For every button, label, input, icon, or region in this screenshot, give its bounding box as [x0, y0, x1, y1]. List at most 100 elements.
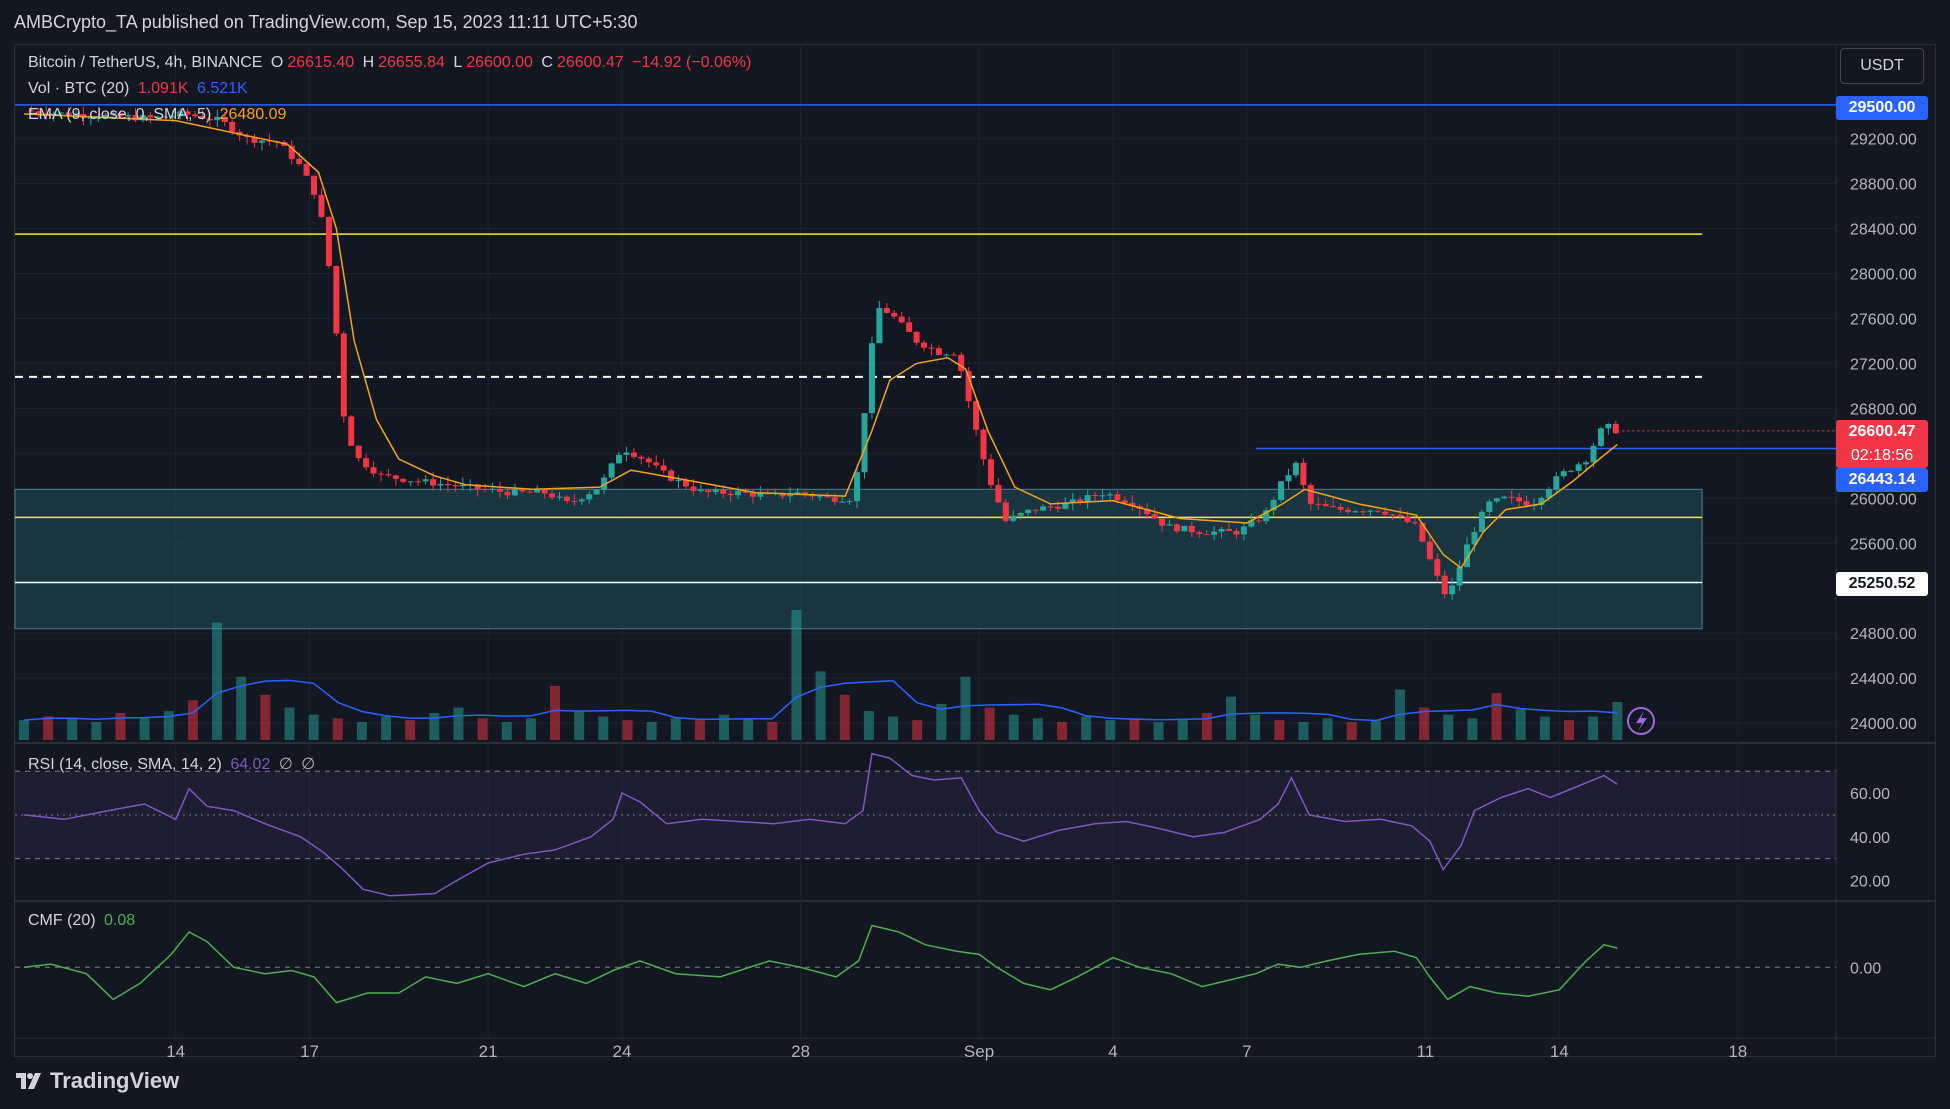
candle-body	[1322, 504, 1329, 507]
candle-body	[117, 113, 124, 117]
candle-body	[1032, 509, 1039, 511]
lightning-icon-bolt	[1636, 711, 1647, 731]
volume-bar	[743, 718, 754, 740]
candle-body	[1047, 506, 1054, 508]
candle-body	[184, 111, 191, 115]
candle-body	[1330, 506, 1337, 508]
candle-body	[779, 492, 786, 497]
volume-bar	[646, 721, 657, 740]
rsi-label[interactable]: RSI (14, close, SMA, 14, 2)	[28, 756, 222, 773]
time-tick-label: 21	[479, 1042, 498, 1061]
candle-body	[139, 115, 146, 121]
candle-body	[720, 489, 727, 494]
rsi-tick-label: 60.00	[1850, 786, 1890, 803]
candle-body	[1144, 508, 1151, 515]
cmf-legend: CMF (20) 0.08	[28, 912, 139, 930]
candle-body	[586, 494, 593, 500]
volume-label[interactable]: Vol · BTC (20)	[28, 80, 130, 97]
volume-bar	[815, 671, 826, 740]
candle-body	[489, 488, 496, 490]
candle-body	[72, 114, 79, 116]
candle-body	[1106, 494, 1113, 496]
volume-bar	[163, 711, 174, 740]
volume-bar	[429, 712, 440, 740]
candle-body	[1121, 500, 1128, 503]
volume-bar	[767, 721, 778, 740]
volume-bar	[1419, 707, 1430, 740]
candle-body	[816, 496, 823, 498]
rsi-na-value: ∅	[301, 756, 316, 773]
candle-body	[1538, 497, 1545, 505]
time-tick-label: 28	[791, 1042, 810, 1061]
candle-body	[430, 479, 437, 486]
candle-body	[318, 194, 325, 217]
candle-body	[1166, 524, 1173, 526]
cmf-label[interactable]: CMF (20)	[28, 912, 96, 929]
volume-bar	[622, 720, 633, 740]
price-tick-label: 28400.00	[1850, 222, 1917, 239]
candle-body	[504, 491, 511, 496]
lightning-icon[interactable]	[1627, 707, 1655, 735]
volume-ma-line	[23, 679, 1618, 722]
candle-body	[1226, 529, 1232, 531]
volume-bar	[1370, 720, 1381, 740]
candle-body	[1612, 423, 1619, 434]
time-tick-label: 17	[300, 1042, 319, 1061]
candle-body	[1270, 499, 1277, 511]
candle-body	[675, 479, 682, 481]
currency-button[interactable]: USDT	[1840, 48, 1924, 84]
candle-body	[1255, 520, 1262, 522]
candle-body	[935, 348, 942, 355]
ema-label[interactable]: EMA (9, close, 0, SMA, 5)	[28, 106, 212, 123]
candle-body	[519, 489, 526, 492]
symbol-label[interactable]: Bitcoin / TetherUS, 4h, BINANCE	[28, 54, 263, 71]
candle-body	[1449, 585, 1456, 595]
candle-body	[1181, 525, 1188, 532]
volume-bar	[43, 716, 54, 740]
time-tick-label: 11	[1417, 1042, 1435, 1061]
candle-body	[1188, 525, 1195, 533]
candle-body	[251, 136, 258, 143]
candle-body	[1099, 495, 1106, 497]
volume-bar	[1564, 720, 1575, 740]
volume-bar	[501, 721, 512, 740]
time-tick-label: Sep	[964, 1042, 994, 1061]
volume-bar	[1057, 721, 1068, 740]
volume-bar	[212, 622, 223, 740]
candle-body	[377, 473, 384, 475]
candle-body	[1560, 471, 1567, 477]
price-tick-label: 29200.00	[1850, 132, 1917, 149]
price-tick-label: 28800.00	[1850, 177, 1917, 194]
candle-body	[712, 489, 719, 493]
low-value: 26600.00	[466, 54, 533, 71]
candle-body	[392, 475, 399, 479]
candle-body	[1062, 503, 1069, 509]
candle-body	[593, 489, 600, 495]
volume-bar	[308, 714, 319, 740]
lightning-icon-ring	[1627, 707, 1655, 735]
candle-body	[653, 462, 660, 466]
candle-body	[348, 416, 355, 446]
candle-body	[95, 117, 102, 119]
candle-body	[1374, 510, 1381, 512]
candle-body	[630, 452, 637, 457]
candle-body	[1129, 502, 1136, 507]
candle-body	[578, 499, 585, 502]
candle-body	[1240, 526, 1247, 535]
candle-body	[1575, 464, 1582, 471]
volume-value: 1.091K	[137, 80, 189, 97]
candle-body	[921, 342, 928, 348]
candle-body	[787, 494, 794, 497]
candle-body	[1040, 506, 1047, 511]
candle-body	[154, 116, 161, 118]
time-tick-label: 7	[1242, 1042, 1251, 1061]
candle-body	[950, 354, 957, 356]
candle-body	[861, 413, 868, 473]
tradingview-footer[interactable]: TradingView	[14, 1068, 179, 1094]
ema-legend: EMA (9, close, 0, SMA, 5) 26480.09	[28, 106, 290, 124]
candle-body	[735, 491, 742, 496]
volume-bar	[1298, 721, 1309, 740]
volume-bar	[960, 676, 971, 740]
volume-bar	[936, 703, 947, 740]
